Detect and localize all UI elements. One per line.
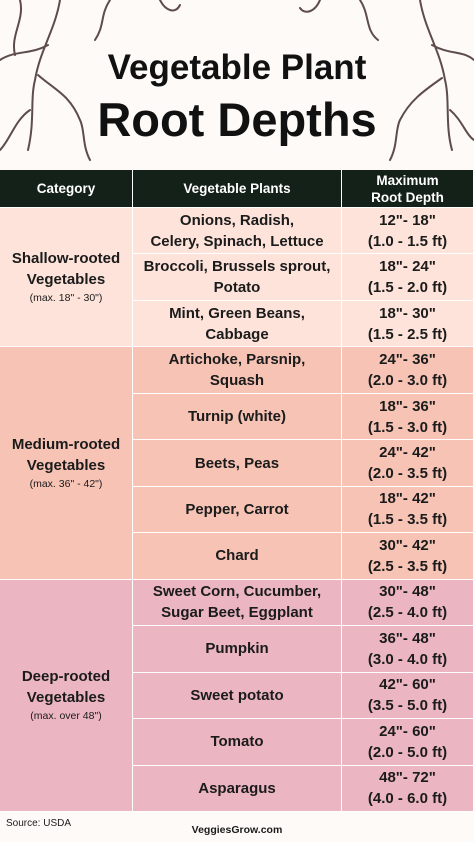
depth-text: 30"- 48"	[379, 583, 436, 601]
depth-text: (2.0 - 3.5 ft)	[367, 465, 448, 483]
plants-text: Asparagus	[198, 779, 276, 797]
category-text: Deep-rooted	[21, 668, 111, 686]
header-text: Category	[36, 181, 96, 196]
plants-cell: Sweet Corn, Cucumber, Sugar Beet, Eggplan…	[133, 579, 342, 627]
depth-text: (2.0 - 5.0 ft)	[367, 743, 448, 761]
depth-cell: 24"- 60" (2.0 - 5.0 ft)	[342, 719, 474, 766]
depth-text: (3.5 - 5.0 ft)	[367, 697, 448, 715]
depth-text: (1.5 - 2.5 ft)	[367, 325, 448, 343]
category-note: (max. 18" - 30")	[29, 292, 103, 305]
depth-cell: 30"- 48" (2.5 - 4.0 ft)	[342, 579, 474, 627]
header-cell: Category	[0, 170, 133, 208]
depth-text: 18"- 36"	[379, 397, 436, 415]
depth-cell: 18"- 36" (1.5 - 3.0 ft)	[342, 393, 474, 441]
category-note: (max. 36" - 42")	[29, 478, 103, 491]
plants-text: Artichoke, Parsnip,	[168, 351, 306, 369]
depth-text: (2.0 - 3.0 ft)	[367, 372, 448, 390]
depth-cell: 24"- 36" (2.0 - 3.0 ft)	[342, 347, 474, 394]
depth-cell: 18"- 30" (1.5 - 2.5 ft)	[342, 300, 474, 348]
depth-text: 24"- 36"	[379, 351, 436, 369]
plants-text: Beets, Peas	[194, 454, 280, 472]
plants-text: Turnip (white)	[187, 408, 287, 426]
depth-text: 42"- 60"	[379, 676, 436, 694]
depth-text: 18"- 42"	[379, 490, 436, 508]
header-text: Maximum	[376, 172, 439, 188]
category-text: Vegetables	[26, 689, 106, 707]
plants-text: Potato	[213, 279, 261, 297]
plants-cell: Sweet potato	[133, 672, 342, 720]
plants-cell: Broccoli, Brussels sprout, Potato	[133, 254, 342, 301]
category-text: Vegetables	[26, 271, 106, 289]
plants-cell: Asparagus	[133, 765, 342, 812]
category-cell: Deep-rooted Vegetables (max. over 48")	[0, 579, 133, 812]
depth-text: (2.5 - 3.5 ft)	[367, 557, 448, 575]
plants-cell: Pumpkin	[133, 626, 342, 673]
plants-cell: Mint, Green Beans, Cabbage	[133, 300, 342, 348]
site: VeggiesGrow.com	[191, 824, 283, 836]
depth-text: (1.5 - 3.5 ft)	[367, 511, 448, 529]
category-text: Medium-rooted	[11, 436, 121, 454]
depth-text: 36"- 48"	[379, 629, 436, 647]
depth-text: 30"- 42"	[379, 536, 436, 554]
category-cell: Medium-rooted Vegetables (max. 36" - 42")	[0, 347, 133, 580]
depth-text: 48"- 72"	[379, 769, 436, 787]
depth-cell: 24"- 42" (2.0 - 3.5 ft)	[342, 440, 474, 487]
depth-text: 12"- 18"	[379, 211, 436, 229]
plants-text: Pumpkin	[205, 640, 269, 658]
plants-cell: Artichoke, Parsnip, Squash	[133, 347, 342, 394]
depth-text: 24"- 42"	[379, 444, 436, 462]
plants-text: Cabbage	[205, 325, 269, 343]
depth-text: (3.0 - 4.0 ft)	[367, 650, 448, 668]
title-line: Vegetable Plant	[107, 48, 367, 87]
plants-cell: Onions, Radish, Celery, Spinach, Lettuce	[133, 208, 342, 255]
plants-text: Squash	[209, 372, 265, 390]
plants-cell: Tomato	[133, 719, 342, 766]
depth-cell: 18"- 42" (1.5 - 3.5 ft)	[342, 486, 474, 534]
category-note: (max. over 48")	[30, 710, 102, 723]
plants-text: Pepper, Carrot	[185, 500, 289, 518]
depth-text: 24"- 60"	[379, 722, 436, 740]
plants-text: Sweet potato	[190, 686, 284, 704]
plants-text: Celery, Spinach, Lettuce	[150, 232, 324, 250]
depth-cell: 36"- 48" (3.0 - 4.0 ft)	[342, 626, 474, 673]
category-text: Vegetables	[26, 457, 106, 475]
plants-cell: Chard	[133, 533, 342, 580]
plants-cell: Beets, Peas	[133, 440, 342, 487]
depth-text: 18"- 24"	[379, 258, 436, 276]
depth-text: (1.0 - 1.5 ft)	[367, 232, 448, 250]
title-line: Root Depths	[97, 93, 377, 146]
depth-cell: 12"- 18" (1.0 - 1.5 ft)	[342, 208, 474, 255]
depth-text: (4.0 - 6.0 ft)	[367, 790, 448, 808]
plants-cell: Turnip (white)	[133, 393, 342, 441]
depth-cell: 48"- 72" (4.0 - 6.0 ft)	[342, 765, 474, 812]
category-cell: Shallow-rooted Vegetables (max. 18" - 30")	[0, 208, 133, 348]
depth-text: (1.5 - 3.0 ft)	[367, 418, 448, 436]
plants-text: Mint, Green Beans,	[169, 304, 305, 322]
plants-cell: Pepper, Carrot	[133, 486, 342, 534]
plants-text: Onions, Radish,	[179, 211, 295, 229]
header-text: Root Depth	[371, 189, 444, 205]
depth-cell: 42"- 60" (3.5 - 5.0 ft)	[342, 672, 474, 720]
plants-text: Broccoli, Brussels sprout,	[143, 258, 331, 276]
plants-text: Chard	[215, 547, 259, 565]
plants-text: Tomato	[210, 733, 264, 751]
category-text: Shallow-rooted	[11, 250, 121, 268]
header-text: Vegetable Plants	[183, 181, 291, 196]
depth-text: (1.5 - 2.0 ft)	[367, 279, 448, 297]
header-cell: Maximum Root Depth	[342, 170, 474, 208]
depth-text: (2.5 - 4.0 ft)	[367, 604, 448, 622]
plants-text: Sugar Beet, Eggplant	[161, 604, 313, 622]
plants-text: Sweet Corn, Cucumber,	[152, 583, 322, 601]
depth-text: 18"- 30"	[379, 304, 436, 322]
depth-cell: 30"- 42" (2.5 - 3.5 ft)	[342, 533, 474, 580]
source: Source: USDA	[6, 818, 72, 829]
depth-cell: 18"- 24" (1.5 - 2.0 ft)	[342, 254, 474, 301]
header-cell: Vegetable Plants	[133, 170, 342, 208]
